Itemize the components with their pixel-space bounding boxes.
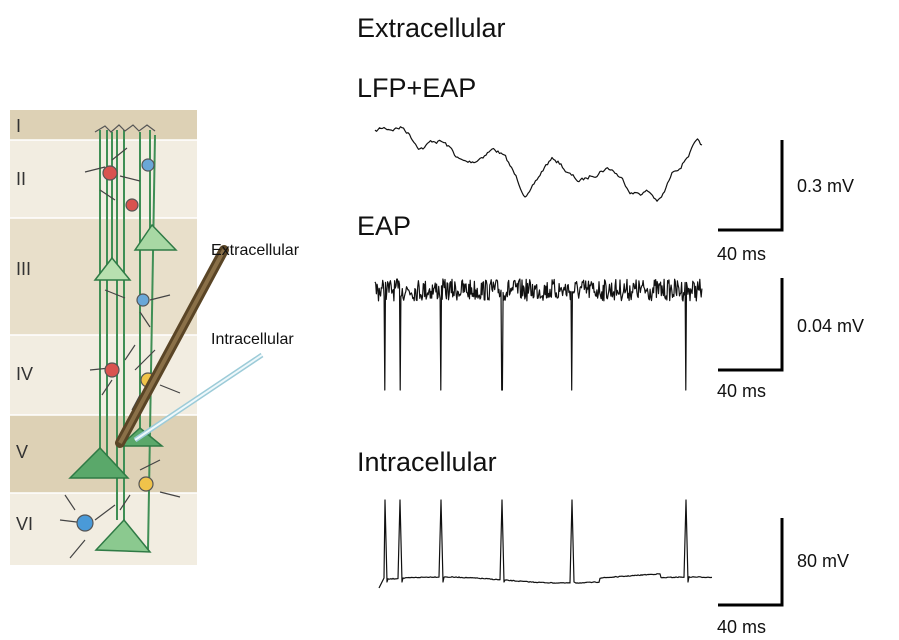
eap-trace xyxy=(374,278,703,391)
electrode-highlight xyxy=(118,249,226,444)
scale-label: 80 mV xyxy=(797,551,849,571)
panel-title: LFP+EAP xyxy=(357,73,476,103)
interneurons xyxy=(76,158,156,532)
layer-band xyxy=(10,140,197,218)
layer-label: V xyxy=(16,442,28,462)
dendrites xyxy=(94,124,156,551)
scale-label: 40 ms xyxy=(717,617,766,637)
scale-label: 40 ms xyxy=(717,244,766,264)
electrode-label: Intracellular xyxy=(211,331,294,348)
layer-label: I xyxy=(16,116,21,136)
layer-label: III xyxy=(16,259,31,279)
cortex: I II III IV V VI xyxy=(10,110,264,565)
scale-label: 0.04 mV xyxy=(797,316,864,336)
layer-band xyxy=(10,493,197,565)
panel-title: Extracellular xyxy=(357,13,506,43)
scale-label: 40 ms xyxy=(717,381,766,401)
pipette-highlight xyxy=(134,354,263,441)
layer-label: II xyxy=(16,169,26,189)
layer-label: IV xyxy=(16,364,33,384)
panel-title: EAP xyxy=(357,211,411,241)
scale-label: 0.3 mV xyxy=(797,176,854,196)
layer-band xyxy=(10,110,197,140)
scale-bar xyxy=(718,518,784,607)
electrode-label: Extracellular xyxy=(211,242,300,259)
panel-title: Intracellular xyxy=(357,447,497,477)
interneuron-processes xyxy=(59,147,181,559)
scale-bar xyxy=(718,278,784,372)
layer-label: VI xyxy=(16,514,33,534)
scale-bar xyxy=(718,140,784,232)
lfp-trace xyxy=(374,126,703,202)
intracellular-trace xyxy=(378,499,713,589)
